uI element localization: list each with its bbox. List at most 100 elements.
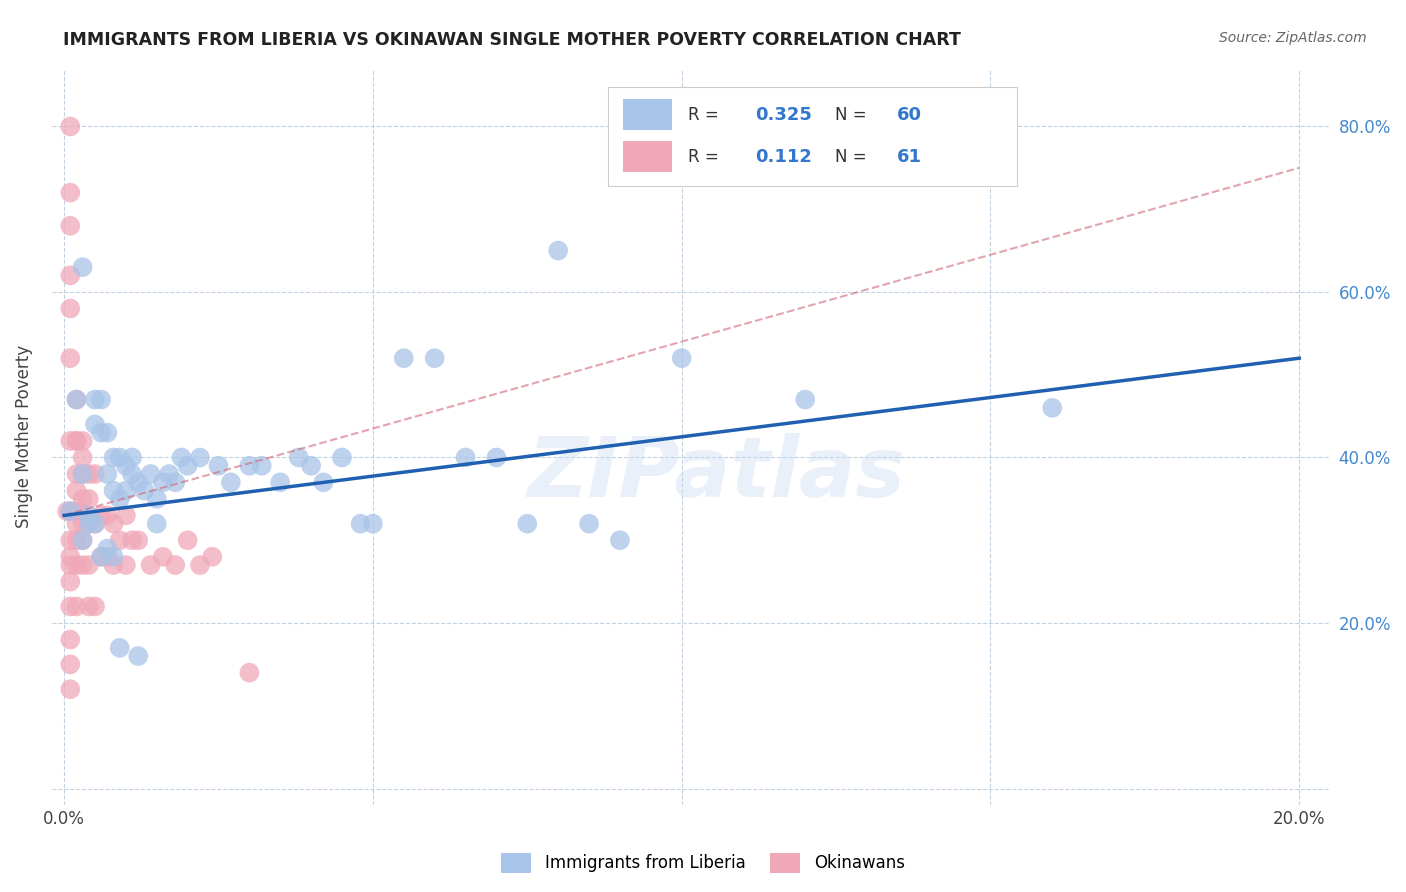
Point	[59, 558, 82, 572]
Text: 0.112: 0.112	[755, 148, 811, 166]
Point	[96, 508, 118, 523]
Point	[96, 549, 118, 564]
Point	[72, 558, 94, 572]
Point	[69, 504, 91, 518]
Point	[65, 434, 87, 448]
Point	[65, 434, 87, 448]
Point	[65, 533, 87, 548]
Point	[361, 516, 384, 531]
Point	[90, 549, 112, 564]
Point	[65, 392, 87, 407]
Point	[330, 450, 353, 465]
Point	[103, 450, 125, 465]
Point	[65, 558, 87, 572]
Point	[238, 458, 260, 473]
Point	[609, 533, 631, 548]
Point	[84, 417, 107, 432]
Point	[59, 351, 82, 366]
Point	[794, 392, 817, 407]
Point	[59, 268, 82, 283]
Point	[176, 458, 198, 473]
Point	[72, 434, 94, 448]
Point	[59, 504, 82, 518]
Point	[250, 458, 273, 473]
Point	[188, 558, 211, 572]
Point	[157, 467, 180, 481]
Text: N =: N =	[835, 106, 872, 124]
Text: IMMIGRANTS FROM LIBERIA VS OKINAWAN SINGLE MOTHER POVERTY CORRELATION CHART: IMMIGRANTS FROM LIBERIA VS OKINAWAN SING…	[63, 31, 962, 49]
Point	[103, 558, 125, 572]
Point	[65, 599, 87, 614]
Y-axis label: Single Mother Poverty: Single Mother Poverty	[15, 345, 32, 528]
Point	[103, 549, 125, 564]
Point	[96, 425, 118, 440]
Point	[56, 504, 79, 518]
Point	[96, 467, 118, 481]
Bar	[623, 142, 672, 172]
Point	[90, 508, 112, 523]
Point	[139, 558, 162, 572]
Point	[516, 516, 538, 531]
Point	[59, 657, 82, 672]
Text: 0.325: 0.325	[755, 106, 811, 124]
Point	[59, 599, 82, 614]
Point	[59, 632, 82, 647]
Point	[59, 120, 82, 134]
Point	[62, 504, 84, 518]
Point	[115, 558, 138, 572]
Point	[108, 450, 131, 465]
Point	[59, 301, 82, 316]
Text: Source: ZipAtlas.com: Source: ZipAtlas.com	[1219, 31, 1367, 45]
Point	[423, 351, 446, 366]
Point	[84, 516, 107, 531]
Point	[349, 516, 371, 531]
Point	[77, 491, 100, 506]
Point	[392, 351, 415, 366]
Point	[77, 516, 100, 531]
Point	[578, 516, 600, 531]
Point	[77, 467, 100, 481]
Point	[72, 450, 94, 465]
Point	[312, 475, 335, 490]
Point	[115, 458, 138, 473]
Text: ZIPatlas: ZIPatlas	[527, 434, 905, 514]
Point	[96, 541, 118, 556]
Point	[299, 458, 322, 473]
Point	[201, 549, 224, 564]
Point	[108, 640, 131, 655]
Point	[72, 533, 94, 548]
Text: R =: R =	[689, 148, 730, 166]
Point	[72, 516, 94, 531]
Point	[134, 483, 156, 498]
Point	[238, 665, 260, 680]
Point	[103, 516, 125, 531]
Point	[219, 475, 242, 490]
Point	[145, 491, 167, 506]
Point	[72, 533, 94, 548]
Text: 60: 60	[897, 106, 922, 124]
Point	[65, 392, 87, 407]
Point	[1040, 401, 1063, 415]
Point	[84, 467, 107, 481]
Point	[59, 219, 82, 233]
Bar	[607, 87, 1017, 186]
Point	[90, 392, 112, 407]
Point	[72, 467, 94, 481]
Point	[127, 533, 149, 548]
Point	[139, 467, 162, 481]
Point	[269, 475, 291, 490]
Point	[84, 516, 107, 531]
Point	[103, 483, 125, 498]
Point	[288, 450, 311, 465]
Point	[59, 533, 82, 548]
Point	[77, 599, 100, 614]
Point	[84, 392, 107, 407]
Point	[59, 574, 82, 589]
Point	[207, 458, 229, 473]
Point	[121, 533, 143, 548]
Point	[65, 483, 87, 498]
Point	[671, 351, 693, 366]
Point	[77, 508, 100, 523]
Point	[65, 516, 87, 531]
Point	[121, 467, 143, 481]
